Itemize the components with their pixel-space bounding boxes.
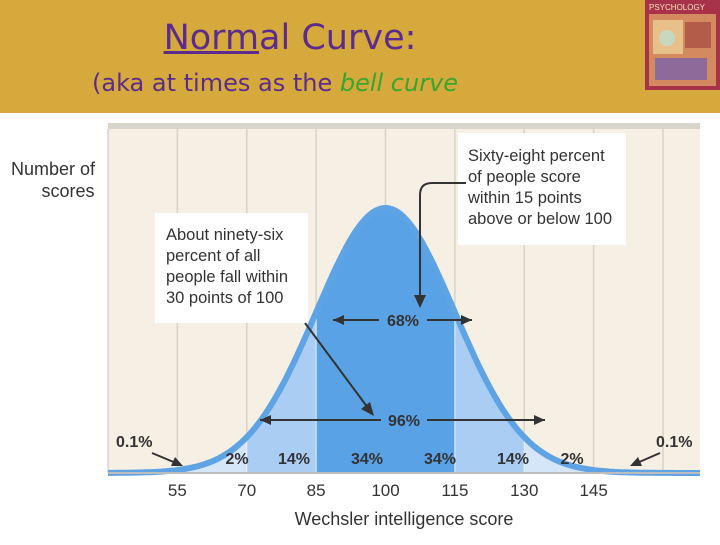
callout-line: of people score [468,168,581,186]
callout-line: within 15 points [467,189,582,207]
span-68-label: 68% [387,313,419,330]
callout-68-box [458,133,626,245]
x-tick-label: 70 [237,481,256,500]
title-underlined-part: Norm [163,18,260,58]
segment-label: 34% [351,451,383,468]
segment-label: 34% [424,451,456,468]
tail-left-pointer [151,452,177,464]
x-tick-labels: 55 70 85 100 115 130 145 [168,481,608,500]
span-68-label-bg [379,310,427,330]
x-tick-label: 85 [307,481,326,500]
callout-68-text: Sixty-eight percent of people score within… [467,147,612,228]
title-rest: al Curve: [259,18,417,58]
x-axis-label: Wechsler intelligence score [295,509,514,529]
segment-label: 2% [560,451,583,468]
tail-right-pointer [636,452,661,464]
x-tick-label: 130 [510,481,538,500]
chart-top-border [108,123,700,129]
segment-label: 2% [225,451,248,468]
slide-subtitle: (aka at times as the bell curve [92,69,458,97]
subtitle-emphasis: bell curve [339,69,459,97]
book-cover-image: PSYCHOLOGY [645,0,720,90]
segment-label: 14% [278,451,310,468]
span-96-arrowhead-right [534,415,545,425]
callout-line: About ninety-six [166,226,284,244]
slide-title: Normal Curve: [0,18,580,58]
slide-header: Normal Curve: (aka at times as the bell … [0,0,720,113]
span-68-arrowhead-left [333,315,344,325]
callout-line: percent of all [166,247,260,265]
callout-line: above or below 100 [468,210,612,228]
span-96-label: 96% [388,413,420,430]
segment-label: 14% [497,451,529,468]
curve-outline [108,204,700,476]
callout-96-box [155,213,308,323]
book-cover-title: PSYCHOLOGY [649,3,706,12]
normal-curve-figure: 2% 14% 34% 34% 14% 2% 55 70 85 100 115 130 145 Numb… [0,113,720,540]
callout-96-text: About ninety-six percent of all people fal… [166,226,288,307]
x-tick-label: 115 [441,481,468,500]
subtitle-prefix: (aka at times as the [92,69,340,97]
normal-curve-chart: 2% 14% 34% 34% 14% 2% 55 70 85 100 115 130 145 Numb… [11,123,700,529]
callout-68-pointer-head [414,295,426,308]
span-96-label-bg [381,410,427,430]
callout-line: Sixty-eight percent [468,147,605,165]
y-axis-label-line2: scores [41,181,94,201]
tail-right-pointer-head [630,457,642,466]
callout-96-pointer-head [361,402,374,416]
tail-left-label: 0.1% [116,434,152,451]
callout-line: people fall within [166,268,288,286]
span-96-arrowhead-left [260,415,271,425]
tail-left-pointer-head [171,457,183,466]
x-tick-label: 145 [579,481,607,500]
callout-68-pointer [419,182,466,298]
span-68-arrowhead-right [461,315,472,325]
callout-line: 30 points of 100 [166,289,283,307]
tail-right-label: 0.1% [656,434,692,451]
segment-labels: 2% 14% 34% 34% 14% 2% [225,451,583,468]
y-axis-label-line1: Number of [11,159,96,179]
x-tick-label: 100 [371,481,399,500]
callout-96-pointer [304,322,369,409]
x-tick-label: 55 [168,481,187,500]
